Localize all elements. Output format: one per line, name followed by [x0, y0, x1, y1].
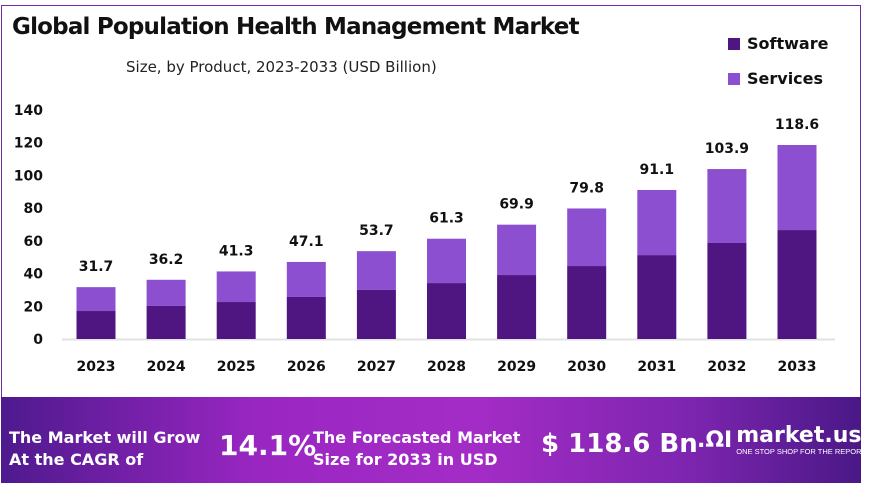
bar-software-2032: [707, 242, 747, 339]
total-label: 91.1: [640, 162, 675, 178]
legend-item-services: Services: [728, 61, 828, 96]
logo-mark-icon: .ΩI: [697, 428, 733, 453]
bar-services-2027: [356, 251, 396, 290]
bar-services-2031: [637, 189, 677, 256]
summary-banner: The Market will Grow At the CAGR of 14.1…: [1, 397, 870, 483]
logo-name: market.us: [736, 423, 862, 448]
x-tick-label: 2024: [147, 359, 186, 375]
bar-software-2031: [637, 255, 677, 339]
x-tick-label: 2033: [778, 359, 817, 375]
x-tick-label: 2027: [357, 359, 396, 375]
bar-services-2025: [216, 271, 256, 303]
x-tick-label: 2032: [707, 359, 746, 375]
bar-services-2026: [286, 261, 326, 297]
bar-software-2026: [286, 296, 326, 339]
bar-software-2028: [427, 283, 466, 339]
total-label: 47.1: [289, 234, 324, 250]
chart-title: Global Population Health Management Mark…: [12, 14, 580, 40]
legend-swatch-services: [728, 72, 740, 85]
bar-software-2024: [146, 305, 186, 339]
legend-label-services: Services: [747, 69, 824, 88]
y-tick-label: 40: [24, 267, 44, 283]
bar-software-2030: [567, 266, 607, 339]
forecast-label-line1: The Forecasted Market: [313, 428, 521, 447]
bar-services-2030: [567, 208, 607, 267]
total-label: 61.3: [429, 211, 464, 227]
y-tick-label: 0: [33, 332, 43, 348]
x-tick-label: 2023: [77, 359, 116, 375]
y-tick-label: 20: [24, 299, 44, 315]
total-label: 118.6: [775, 117, 819, 133]
y-tick-label: 140: [14, 103, 43, 119]
bar-services-2028: [427, 238, 466, 284]
forecast-label: The Forecasted Market Size for 2033 in U…: [313, 427, 520, 471]
bar-software-2033: [777, 230, 817, 339]
y-tick-label: 120: [14, 136, 43, 152]
total-label: 31.7: [79, 259, 114, 275]
bar-services-2023: [76, 287, 116, 312]
cagr-label-line2: At the CAGR of: [9, 450, 144, 469]
x-tick-label: 2025: [217, 359, 256, 375]
legend-swatch-software: [728, 37, 740, 50]
bar-services-2032: [707, 169, 747, 243]
x-tick-label: 2028: [427, 359, 466, 375]
bar-software-2025: [216, 302, 256, 339]
bar-software-2029: [497, 275, 537, 339]
bar-services-2024: [146, 279, 186, 306]
x-tick-label: 2031: [637, 359, 676, 375]
total-label: 41.3: [219, 243, 254, 259]
cagr-label-line1: The Market will Grow: [9, 428, 201, 447]
bar-software-2023: [76, 311, 116, 339]
legend-label-software: Software: [747, 34, 829, 53]
y-tick-label: 100: [14, 168, 43, 184]
y-tick-label: 80: [24, 201, 44, 217]
x-tick-label: 2029: [497, 359, 536, 375]
y-tick-label: 60: [24, 234, 44, 250]
market-us-logo: .ΩI market.us ONE STOP SHOP FOR THE REPO…: [697, 423, 870, 457]
total-label: 53.7: [359, 223, 394, 239]
legend: Software Services: [728, 26, 828, 96]
total-label: 69.9: [499, 197, 534, 213]
bar-software-2027: [356, 289, 396, 339]
total-label: 79.8: [569, 180, 604, 196]
logo-tagline: ONE STOP SHOP FOR THE REPORTS: [736, 447, 870, 456]
bar-services-2033: [777, 145, 817, 231]
legend-item-software: Software: [728, 26, 828, 61]
forecast-value: $ 118.6 Bn: [541, 429, 698, 459]
bar-services-2029: [497, 224, 537, 276]
x-tick-label: 2026: [287, 359, 326, 375]
forecast-label-line2: Size for 2033 in USD: [313, 450, 498, 469]
total-label: 36.2: [149, 252, 184, 268]
cagr-label: The Market will Grow At the CAGR of: [9, 427, 200, 471]
total-label: 103.9: [705, 141, 749, 157]
cagr-value: 14.1%: [219, 429, 317, 462]
chart-subtitle: Size, by Product, 2023-2033 (USD Billion…: [126, 58, 437, 76]
bar-chart: 0 20 40 60 80 100 120 140 31.7 2023 36.2 2024 41.3 20…: [14, 103, 835, 375]
x-tick-label: 2030: [567, 359, 606, 375]
